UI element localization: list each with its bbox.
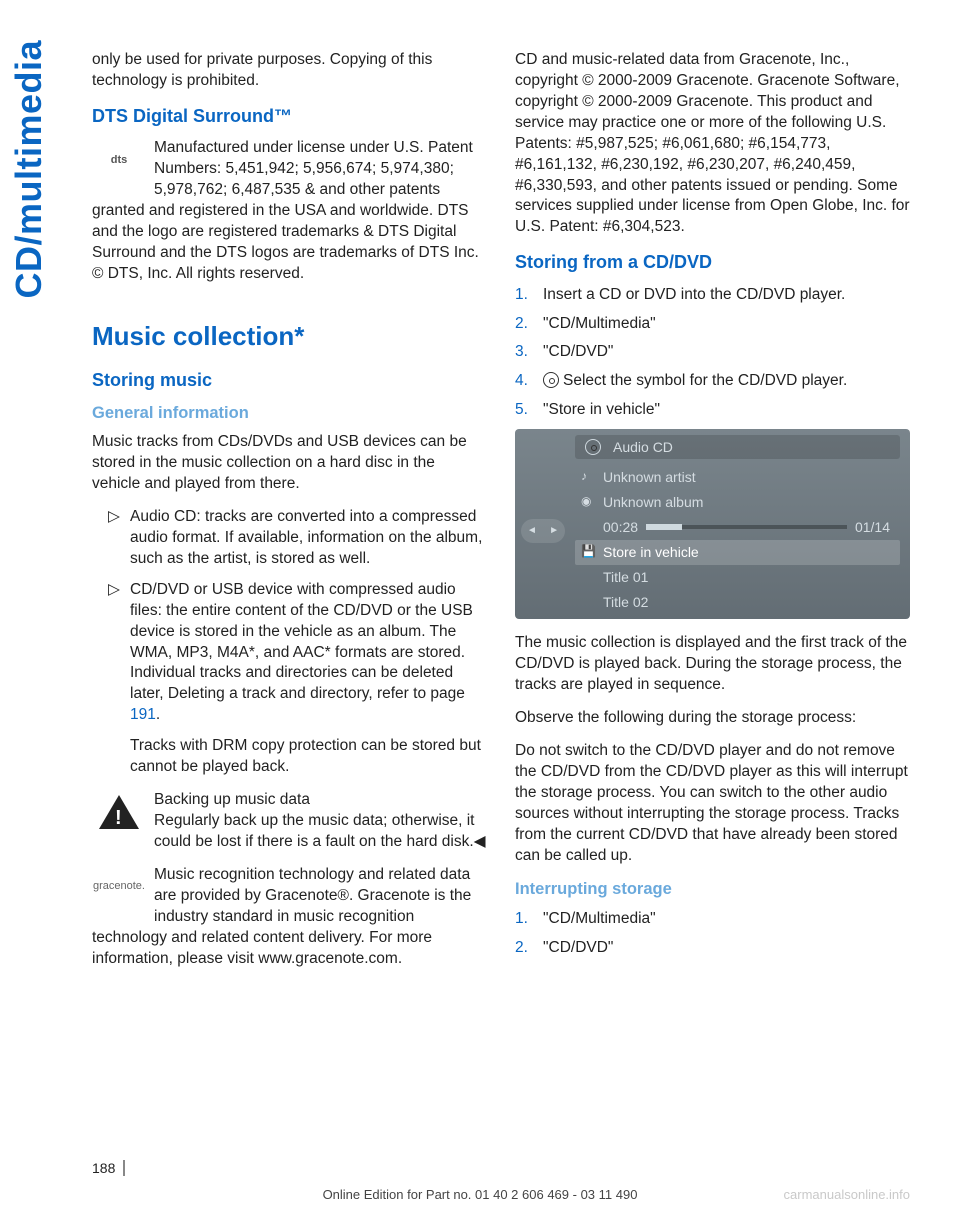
- step-text: "CD/DVD": [543, 342, 910, 363]
- step-row: 5. "Store in vehicle": [515, 400, 910, 421]
- dts-paragraph: dts Manufactured under license under U.S…: [92, 138, 487, 284]
- triangle-bullet-icon: ▷: [108, 507, 130, 570]
- screenshot-body: ♪ Unknown artist ◉ Unknown album 00:28 01/…: [575, 465, 900, 619]
- screenshot-track-row: Title 03: [575, 615, 900, 620]
- bullet-item: ▷ Audio CD: tracks are converted into a …: [92, 507, 487, 570]
- step-row: 1. Insert a CD or DVD into the CD/DVD pl…: [515, 285, 910, 306]
- step-number: 2.: [515, 314, 543, 335]
- step-text: "CD/Multimedia": [543, 909, 910, 930]
- interrupting-storage-heading: Interrupting storage: [515, 878, 910, 900]
- step-text: Select the symbol for the CD/DVD player.: [543, 371, 910, 392]
- after-screenshot-para-3: Do not switch to the CD/DVD player and d…: [515, 741, 910, 867]
- step-text: "CD/Multimedia": [543, 314, 910, 335]
- screenshot-store: Store in vehicle: [603, 544, 699, 560]
- music-collection-heading: Music collection*: [92, 319, 487, 354]
- step-text: Insert a CD or DVD into the CD/DVD playe…: [543, 285, 910, 306]
- step-row: 2. "CD/Multimedia": [515, 314, 910, 335]
- screenshot-album-row: ◉ Unknown album: [575, 490, 900, 515]
- disc-icon: [585, 439, 601, 455]
- step-number: 4.: [515, 371, 543, 392]
- screenshot-album: Unknown album: [603, 494, 703, 510]
- step-text: "Store in vehicle": [543, 400, 910, 421]
- disc-icon: [543, 372, 559, 388]
- screenshot-artist: Unknown artist: [603, 469, 696, 485]
- backup-paragraph: Regularly back up the music data; otherw…: [154, 812, 486, 850]
- bullet-text-span: CD/DVD or USB device with compressed aud…: [130, 581, 473, 703]
- bullet-item: ▷ CD/DVD or USB device with compressed a…: [92, 580, 487, 726]
- page-link[interactable]: 191: [130, 706, 156, 723]
- gracenote-logo-icon: gracenote.: [92, 865, 146, 909]
- gracenote-copyright-paragraph: CD and music-related data from Gracenote…: [515, 50, 910, 238]
- gracenote-paragraph: Music recognition technology and related…: [92, 866, 471, 967]
- screenshot-artist-row: ♪ Unknown artist: [575, 465, 900, 490]
- store-icon: 💾: [581, 543, 596, 559]
- warning-triangle-icon: [92, 790, 146, 834]
- album-icon: ◉: [581, 493, 591, 509]
- step-text: "CD/DVD": [543, 938, 910, 959]
- idrive-screenshot: ◄► Audio CD ♪ Unknown artist ◉ Unknown alb…: [515, 429, 910, 619]
- right-column: CD and music-related data from Gracenote…: [515, 50, 910, 1152]
- screenshot-time-row: 00:28 01/14: [575, 515, 900, 540]
- page-number: 188: [92, 1160, 131, 1176]
- step-row: 3. "CD/DVD": [515, 342, 910, 363]
- bullet-text: Audio CD: tracks are converted into a co…: [130, 507, 487, 570]
- content-columns: only be used for private purposes. Copyi…: [92, 50, 910, 1152]
- screenshot-header-text: Audio CD: [613, 438, 673, 457]
- side-tab-label: CD/multimedia: [8, 40, 50, 299]
- dts-heading: DTS Digital Surround™: [92, 104, 487, 128]
- gracenote-logo-text: gracenote.: [93, 879, 145, 894]
- gracenote-block: gracenote. Music recognition technology …: [92, 865, 487, 970]
- after-screenshot-para-1: The music collection is displayed and th…: [515, 633, 910, 696]
- screenshot-track-row: Title 01: [575, 565, 900, 590]
- general-information-heading: General information: [92, 402, 487, 424]
- screenshot-store-row: 💾 Store in vehicle: [575, 540, 900, 565]
- step-number: 1.: [515, 285, 543, 306]
- step-row: 1. "CD/Multimedia": [515, 909, 910, 930]
- backup-warning-block: Backing up music data Regularly back up …: [92, 790, 487, 853]
- screenshot-track-row: Title 02: [575, 590, 900, 615]
- intro-paragraph: only be used for private purposes. Copyi…: [92, 50, 487, 92]
- step-number: 2.: [515, 938, 543, 959]
- screenshot-count: 01/14: [855, 518, 890, 537]
- progress-bar: [646, 525, 847, 529]
- left-column: only be used for private purposes. Copyi…: [92, 50, 487, 1152]
- step-row: 4. Select the symbol for the CD/DVD play…: [515, 371, 910, 392]
- artist-icon: ♪: [581, 468, 587, 484]
- general-info-paragraph: Music tracks from CDs/DVDs and USB devic…: [92, 432, 487, 495]
- page-number-value: 188: [92, 1160, 125, 1176]
- backup-title: Backing up music data: [154, 791, 310, 808]
- triangle-bullet-icon: ▷: [108, 580, 130, 726]
- watermark-text: carmanualsonline.info: [784, 1187, 910, 1202]
- step-number: 5.: [515, 400, 543, 421]
- dts-logo-icon: dts: [92, 138, 146, 182]
- step-number: 3.: [515, 342, 543, 363]
- period: .: [156, 706, 160, 723]
- screenshot-header: Audio CD: [575, 435, 900, 459]
- after-screenshot-para-2: Observe the following during the storage…: [515, 708, 910, 729]
- dts-logo-text: dts: [111, 153, 128, 168]
- bullet-text: CD/DVD or USB device with compressed aud…: [130, 580, 487, 726]
- storing-music-heading: Storing music: [92, 368, 487, 392]
- dts-text: Manufactured under license under U.S. Pa…: [92, 139, 479, 282]
- screenshot-time: 00:28: [603, 518, 638, 537]
- nav-arrows-icon: ◄►: [521, 519, 565, 543]
- drm-paragraph: Tracks with DRM copy protection can be s…: [92, 736, 487, 778]
- storing-from-cd-heading: Storing from a CD/DVD: [515, 250, 910, 274]
- step-row: 2. "CD/DVD": [515, 938, 910, 959]
- step4-text: Select the symbol for the CD/DVD player.: [563, 372, 847, 389]
- page: CD/multimedia only be used for private p…: [0, 0, 960, 1222]
- step-number: 1.: [515, 909, 543, 930]
